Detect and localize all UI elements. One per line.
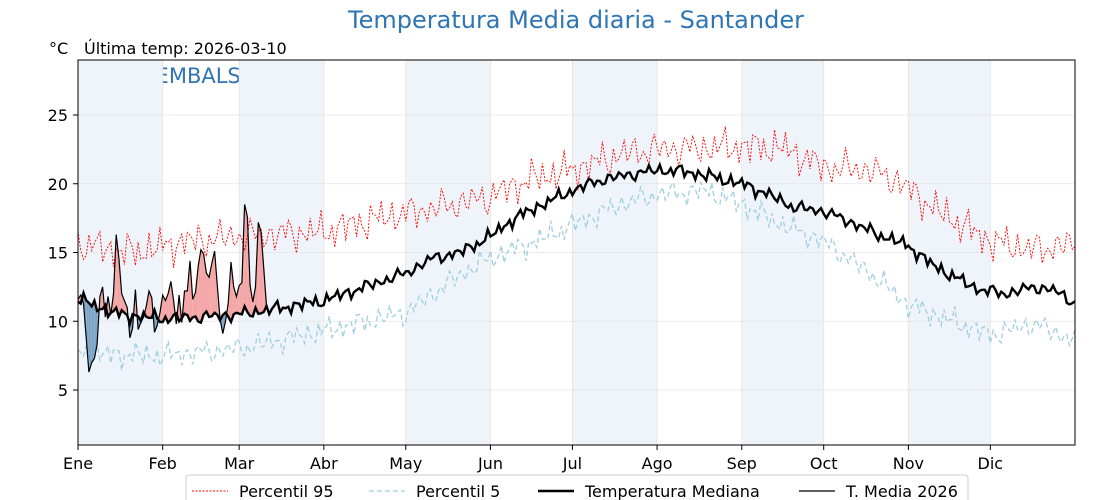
anomaly-fill	[86, 300, 89, 373]
series-lines	[77, 126, 1076, 373]
x-tick-label-nov: Nov	[893, 454, 924, 473]
x-tick-label-ene: Ene	[63, 454, 93, 473]
y-tick-label: 5	[58, 381, 68, 400]
anomaly-fill	[200, 249, 204, 323]
x-tick-label-dic: Dic	[978, 454, 1004, 473]
anomaly-fill	[162, 295, 166, 322]
anomaly-fill	[170, 281, 174, 320]
y-tick-label: 20	[48, 175, 68, 194]
anomaly-fill	[198, 249, 201, 323]
y-tick-label: 10	[48, 312, 68, 331]
x-tick-label-jul: Jul	[562, 454, 582, 473]
x-tick-label-oct: Oct	[810, 454, 838, 473]
anomaly-fill	[94, 300, 98, 359]
anomaly-fill	[195, 266, 199, 322]
last-temp-label: Última temp: 2026-03-10	[84, 39, 287, 58]
x-tick-label-ago: Ago	[642, 454, 673, 473]
x-tick-label-may: May	[389, 454, 422, 473]
y-tick-label: 25	[48, 106, 68, 125]
x-tick-label-abr: Abr	[310, 454, 338, 473]
legend: Percentil 95 Percentil 5 Temperatura Media…	[185, 474, 969, 500]
anomaly-fill	[124, 300, 128, 316]
anomaly-fill	[261, 231, 264, 314]
series-t-media-2026	[77, 204, 268, 373]
anomaly-fill	[206, 273, 210, 317]
y-tick-label: 15	[48, 244, 68, 263]
anomaly-fill	[236, 285, 240, 314]
x-tick-label-feb: Feb	[149, 454, 177, 473]
legend-label: T. Media 2026	[845, 482, 958, 500]
anomaly-fill	[211, 251, 215, 317]
y-unit-label: °C	[49, 39, 69, 58]
series-percentil-95	[77, 126, 1076, 268]
legend-box	[185, 474, 969, 500]
axes: 5 10 15 20 25 Ene Feb Mar Abr May Jun Jul Ago Sep Oct N…	[48, 59, 1076, 473]
legend-label: Percentil 95	[239, 482, 334, 500]
anomaly-fill	[239, 282, 242, 315]
anomaly-fill	[233, 286, 237, 315]
series-percentil-5	[77, 180, 1076, 371]
anomaly-fill	[187, 260, 190, 321]
anomaly-fill	[231, 262, 234, 322]
legend-label: Temperatura Mediana	[584, 482, 760, 500]
chart-title: Temperatura Media diaria - Santander	[348, 6, 804, 34]
anomaly-fill	[91, 300, 95, 363]
anomaly-fill	[88, 302, 92, 373]
x-tick-label-jun: Jun	[477, 454, 503, 473]
anomaly-fill	[258, 222, 261, 314]
anomaly-fill	[99, 286, 103, 310]
anomaly-fill	[244, 204, 248, 312]
anomaly-fill	[121, 293, 125, 313]
x-tick-label-sep: Sep	[727, 454, 757, 473]
anomaly-fill	[184, 291, 188, 315]
legend-label: Percentil 5	[416, 482, 500, 500]
x-tick-label-mar: Mar	[224, 454, 255, 473]
series-mediana	[77, 161, 1076, 328]
